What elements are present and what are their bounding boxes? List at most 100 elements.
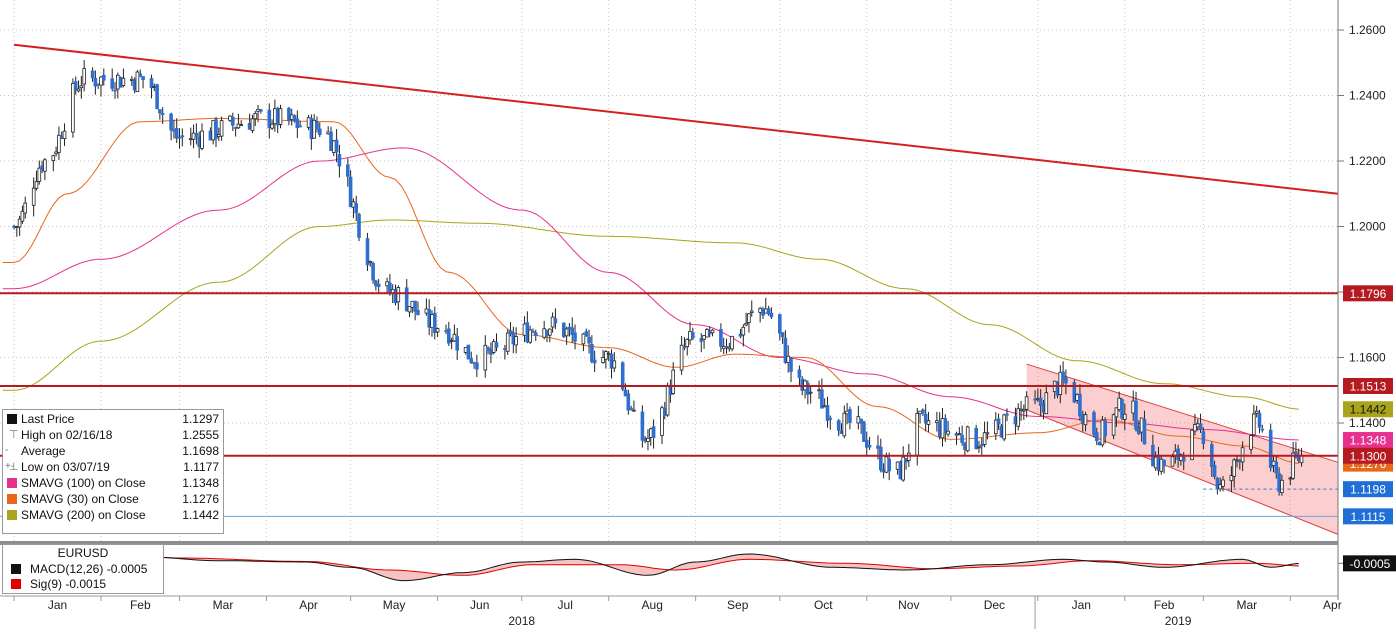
candle-body <box>856 416 861 424</box>
candle-body <box>1156 454 1161 471</box>
candle-body <box>862 421 866 442</box>
legend-value: 1.1698 <box>182 444 219 458</box>
candle-body <box>256 109 260 112</box>
macd-legend-row: Sig(9) -0.0015 <box>3 577 163 592</box>
candle-body <box>985 432 990 435</box>
legend-name: Low on 03/07/19 <box>21 460 110 474</box>
candle-body <box>780 332 785 338</box>
candle-body <box>79 85 84 89</box>
candle-body <box>503 348 507 350</box>
candle-body <box>270 123 274 129</box>
candle-body <box>345 164 350 177</box>
candle-body <box>472 362 476 365</box>
candle-body <box>354 203 358 214</box>
candle-body <box>808 391 813 394</box>
candle-body <box>191 132 196 140</box>
candle-body <box>665 385 670 416</box>
candle-body <box>267 109 272 128</box>
x-month-label: Jun <box>470 598 489 612</box>
candle-body <box>273 108 277 124</box>
y-tick-label: 1.2000 <box>1349 220 1386 234</box>
candle-body <box>216 134 221 137</box>
x-month-label: Dec <box>984 598 1005 612</box>
legend-row-high: ⊤ High on 02/16/18 1.2555 <box>3 427 223 443</box>
candle-body <box>884 456 889 473</box>
channel-fill <box>1026 364 1338 535</box>
candle-body <box>57 134 61 153</box>
candle-body <box>881 469 886 473</box>
sma200-line <box>2 219 1299 410</box>
candle-body <box>118 77 123 88</box>
legend-value: 1.1276 <box>182 492 219 506</box>
candle-body <box>901 456 905 481</box>
y-tick-label: 1.2400 <box>1349 89 1386 103</box>
candle-body <box>710 329 715 334</box>
candle-body <box>1142 419 1147 445</box>
x-month-label: May <box>383 598 406 612</box>
candle-body <box>54 151 58 155</box>
candle-body <box>719 329 723 347</box>
channel-line <box>1026 363 1339 463</box>
candle-body <box>228 115 232 121</box>
candle-body <box>1061 371 1065 381</box>
legend-name: High on 02/16/18 <box>21 428 113 442</box>
candle-body <box>887 458 891 472</box>
candle-body <box>253 113 258 120</box>
candle-body <box>62 130 67 139</box>
price-tag-label: 1.1300 <box>1350 449 1387 463</box>
candle-body <box>1092 412 1096 435</box>
macd-value: -0.0005 <box>106 562 148 576</box>
price-tag-bg <box>1343 401 1393 418</box>
legend-glyph: ⊤ <box>9 429 19 441</box>
candle-body <box>783 337 788 363</box>
candle-body <box>129 78 134 81</box>
candle-body <box>1036 398 1040 401</box>
candle-body <box>921 409 925 414</box>
candle-body <box>895 461 900 470</box>
candle-body <box>469 358 473 364</box>
candle-body <box>334 139 339 153</box>
candle-body <box>1238 460 1242 463</box>
candle-body <box>239 124 244 126</box>
candle-body <box>940 418 945 439</box>
candle-body <box>177 136 182 139</box>
candle-body <box>1249 435 1253 450</box>
candle-body <box>1254 410 1259 414</box>
candle-body <box>1019 408 1023 411</box>
candle-body <box>534 332 538 336</box>
macd-legend: EURUSD MACD(12,26) -0.0005 Sig(9) -0.001… <box>2 544 164 594</box>
candle-body <box>904 458 908 463</box>
candle-body <box>376 283 381 287</box>
candle-body <box>685 338 689 348</box>
candle-body <box>110 78 115 89</box>
candle-body <box>606 352 611 355</box>
candle-body <box>671 369 675 394</box>
candle-body <box>604 351 608 360</box>
candle-body <box>396 287 401 303</box>
price-tag-bg <box>1343 377 1393 394</box>
candle-body <box>312 119 316 139</box>
candle-body <box>632 409 636 412</box>
candle-body <box>214 119 218 139</box>
y-tick-label: 1.1600 <box>1349 351 1386 365</box>
candle-body <box>51 155 56 161</box>
candle-body <box>357 213 361 238</box>
candle-body <box>365 238 370 266</box>
candle-body <box>31 187 36 206</box>
candle-body <box>368 261 373 264</box>
candle-body <box>836 420 841 431</box>
candle-body <box>1111 414 1116 436</box>
candle-body <box>1288 477 1293 480</box>
y-tick-label: 1.1400 <box>1349 416 1386 430</box>
candle-body <box>957 433 962 436</box>
candle-body <box>259 109 263 112</box>
candle-body <box>923 413 928 424</box>
candle-body <box>1190 429 1194 461</box>
candle-body <box>570 327 574 335</box>
candle-body <box>424 308 429 314</box>
candle-body <box>937 420 942 437</box>
legend-swatch <box>11 564 21 574</box>
candle-body <box>337 154 342 167</box>
candle-body <box>707 331 712 335</box>
candle-body <box>640 411 645 441</box>
